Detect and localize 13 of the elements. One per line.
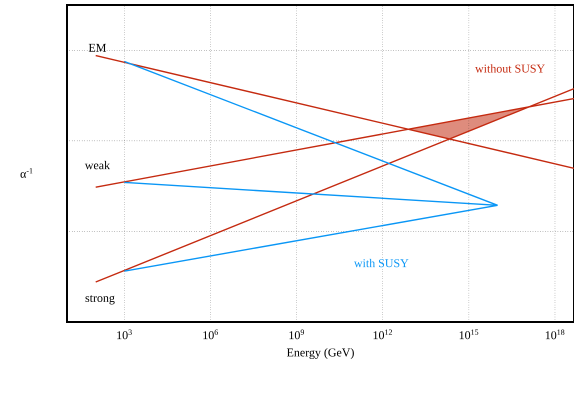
- annotation: strong: [86, 295, 115, 304]
- text: with SUSY: [354, 258, 408, 268]
- x-axis-title: Energy (GeV): [286, 348, 354, 359]
- x-tick-label: 10$^{3}$: [117, 330, 132, 340]
- x-tick-label: 10$^{9}$: [289, 330, 304, 340]
- text: EM: [88, 44, 106, 52]
- x-tick-label: 10$^{12}$: [374, 330, 392, 340]
- x-tick-label: 10$^{18}$: [546, 330, 564, 340]
- text: without SUSY: [475, 64, 545, 73]
- x-tick-label: 10$^{15}$: [460, 330, 478, 340]
- y-axis-title: α$^{-1}$: [20, 168, 32, 178]
- annotation: weak: [84, 160, 110, 170]
- x-tick-label: 10$^{6}$: [203, 330, 218, 340]
